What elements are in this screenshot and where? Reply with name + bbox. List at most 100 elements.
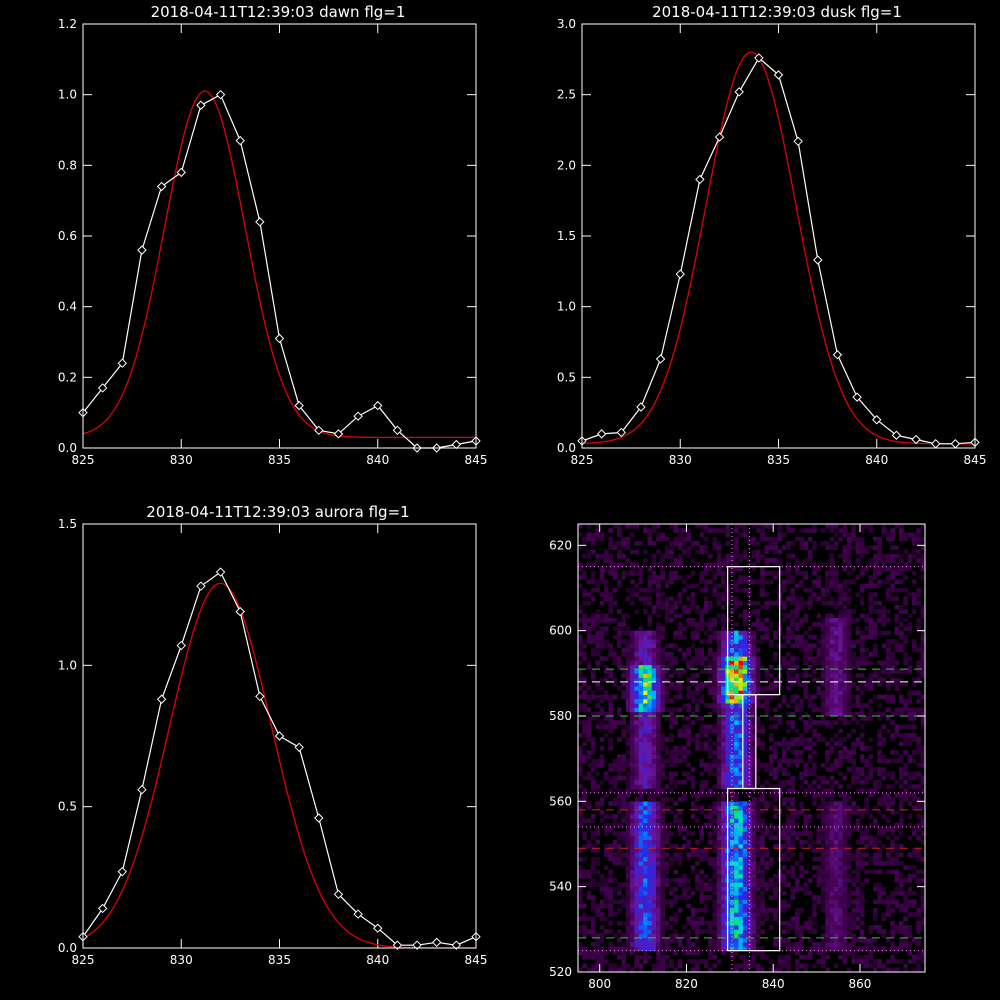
heatmap-cell bbox=[916, 954, 921, 960]
heatmap-cell bbox=[864, 634, 869, 640]
heatmap-cell bbox=[781, 656, 787, 661]
heatmap-cell bbox=[669, 617, 674, 623]
heatmap-cell bbox=[669, 549, 674, 555]
heatmap-cell bbox=[790, 600, 796, 606]
heatmap-cell bbox=[725, 741, 731, 747]
heatmap-cell bbox=[638, 669, 644, 674]
heatmap-cell bbox=[838, 831, 843, 836]
heatmap-cell bbox=[612, 720, 618, 725]
heatmap-cell bbox=[838, 792, 843, 798]
heatmap-cell bbox=[816, 882, 822, 887]
heatmap-cell bbox=[647, 720, 652, 725]
x-tick-label: 830 bbox=[170, 953, 193, 967]
heatmap-cell bbox=[877, 711, 882, 717]
heatmap-cell bbox=[838, 818, 843, 823]
heatmap-cell bbox=[842, 878, 848, 883]
heatmap-cell bbox=[712, 890, 718, 896]
heatmap-cell bbox=[859, 652, 865, 657]
heatmap-cell bbox=[881, 890, 887, 896]
heatmap-cell bbox=[846, 946, 852, 951]
heatmap-cell bbox=[729, 775, 735, 781]
heatmap-cell bbox=[803, 673, 809, 678]
heatmap-cell bbox=[716, 856, 722, 862]
heatmap-cell bbox=[647, 639, 652, 644]
heatmap-cell bbox=[773, 886, 778, 892]
heatmap-cell bbox=[855, 895, 861, 900]
heatmap-cell bbox=[894, 570, 900, 576]
heatmap-cell bbox=[912, 690, 917, 695]
heatmap-cell bbox=[643, 690, 648, 695]
heatmap-cell bbox=[656, 959, 661, 964]
heatmap-cell bbox=[803, 780, 809, 785]
heatmap-cell bbox=[846, 558, 852, 563]
heatmap-cell bbox=[690, 545, 696, 550]
heatmap-cell bbox=[859, 771, 865, 777]
heatmap-cell bbox=[829, 750, 835, 755]
heatmap-cell bbox=[807, 720, 813, 725]
heatmap-cell bbox=[586, 724, 592, 730]
heatmap-cell bbox=[781, 908, 787, 913]
heatmap-cell bbox=[890, 669, 895, 674]
heatmap-cell bbox=[790, 737, 796, 742]
heatmap-cell bbox=[833, 937, 839, 943]
heatmap-cell bbox=[647, 728, 652, 734]
heatmap-cell bbox=[660, 933, 665, 939]
heatmap-cell bbox=[630, 895, 635, 900]
heatmap-cell bbox=[695, 916, 700, 922]
heatmap-cell bbox=[721, 703, 726, 708]
heatmap-cell bbox=[625, 771, 631, 777]
heatmap-cell bbox=[742, 741, 748, 747]
heatmap-cell bbox=[630, 562, 635, 567]
heatmap-cell bbox=[682, 933, 687, 939]
heatmap-cell bbox=[578, 946, 583, 951]
heatmap-cell bbox=[873, 788, 878, 794]
heatmap-cell bbox=[803, 741, 809, 747]
heatmap-cell bbox=[712, 805, 718, 811]
heatmap-cell bbox=[825, 861, 830, 866]
heatmap-cell bbox=[790, 698, 796, 704]
heatmap-cell bbox=[829, 814, 835, 819]
heatmap-cell bbox=[816, 895, 822, 900]
heatmap-cell bbox=[634, 771, 639, 777]
heatmap-cell bbox=[920, 613, 926, 619]
heatmap-cell bbox=[625, 878, 631, 883]
heatmap-cell bbox=[916, 741, 921, 747]
heatmap-cell bbox=[734, 780, 739, 785]
heatmap-cell bbox=[638, 588, 644, 593]
heatmap-cell bbox=[786, 566, 791, 572]
heatmap-cell bbox=[595, 588, 600, 593]
heatmap-cell bbox=[747, 660, 752, 666]
heatmap-cell bbox=[721, 720, 726, 725]
heatmap-cell bbox=[634, 767, 639, 772]
heatmap-cell bbox=[725, 724, 731, 730]
heatmap-cell bbox=[755, 660, 761, 666]
heatmap-cell bbox=[868, 929, 874, 934]
heatmap-cell bbox=[664, 839, 670, 845]
heatmap-cell bbox=[647, 908, 652, 913]
heatmap-cell bbox=[617, 758, 622, 764]
data-point-diamond bbox=[294, 400, 304, 411]
heatmap-cell bbox=[599, 946, 605, 951]
heatmap-cell bbox=[816, 596, 822, 602]
heatmap-cell bbox=[890, 784, 895, 789]
heatmap-cell bbox=[747, 588, 752, 593]
heatmap-cell bbox=[838, 750, 843, 755]
heatmap-cell bbox=[760, 797, 765, 802]
heatmap-cell bbox=[729, 797, 735, 802]
heatmap-cell bbox=[699, 656, 705, 661]
heatmap-cell bbox=[578, 686, 583, 691]
heatmap-cell bbox=[651, 630, 657, 636]
heatmap-cell bbox=[673, 660, 678, 666]
heatmap-cell bbox=[734, 600, 739, 606]
heatmap-cell bbox=[686, 933, 691, 939]
heatmap-cell bbox=[703, 630, 709, 636]
heatmap-cell bbox=[812, 767, 817, 772]
heatmap-cell bbox=[599, 916, 605, 922]
heatmap-cell bbox=[660, 916, 665, 922]
heatmap-cell bbox=[669, 652, 674, 657]
heatmap-cell bbox=[651, 916, 657, 922]
heatmap-cell bbox=[842, 558, 848, 563]
heatmap-cell bbox=[894, 647, 900, 653]
heatmap-cell bbox=[604, 694, 609, 700]
heatmap-cell bbox=[855, 741, 861, 747]
